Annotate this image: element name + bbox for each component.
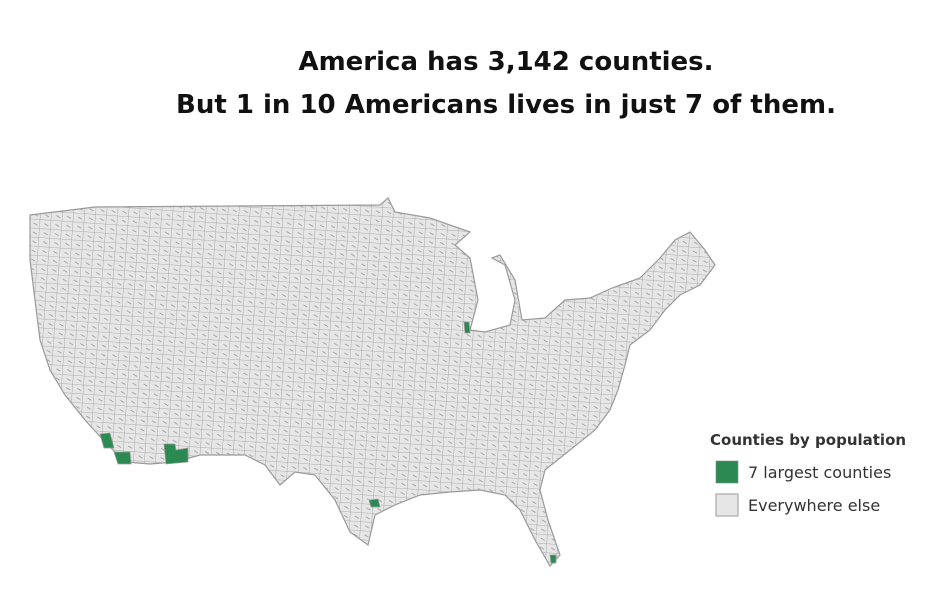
title-line: America has 3,142 counties. — [298, 47, 713, 77]
largest-counties — [99, 321, 557, 564]
legend-swatch — [715, 460, 739, 484]
title-line: But 1 in 10 Americans lives in just 7 of… — [176, 90, 836, 120]
county-maricopa — [163, 443, 189, 465]
counties — [30, 198, 715, 566]
county-san-diego — [113, 451, 132, 465]
county-los-angeles — [99, 432, 115, 449]
legend-label: Everywhere else — [748, 496, 880, 515]
county-miami-dade — [549, 554, 557, 564]
county-harris — [368, 498, 381, 508]
legend-title: Counties by population — [710, 431, 906, 449]
county-cook — [463, 321, 471, 334]
legend: Counties by population 7 largest countie… — [710, 431, 906, 517]
us-map — [29, 197, 716, 567]
legend-label: 7 largest counties — [748, 463, 891, 482]
legend-swatch — [715, 493, 739, 517]
